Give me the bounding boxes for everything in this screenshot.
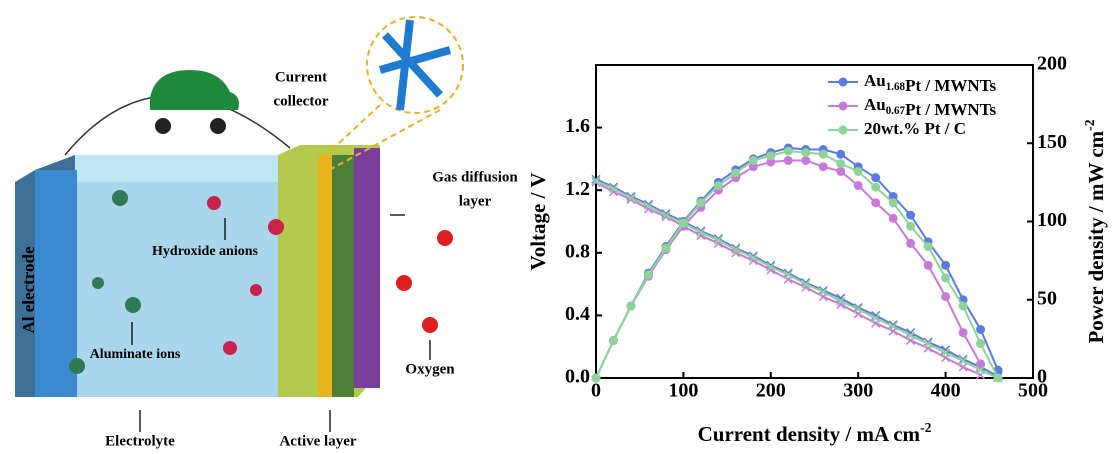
legend-label: Au1.68Pt / MWNTs <box>864 71 996 95</box>
power-marker <box>749 156 758 165</box>
power-marker <box>924 242 933 251</box>
power-marker <box>679 219 688 228</box>
x-tick-label: 200 <box>756 380 786 402</box>
y-tick-label: 1.6 <box>565 115 590 137</box>
cell-diagram: Current collector Gas diffusion layer Hy… <box>15 17 518 449</box>
power-marker <box>766 151 775 160</box>
power-marker <box>906 239 915 248</box>
power-marker <box>976 325 985 334</box>
power-marker <box>871 198 880 207</box>
power-marker <box>836 150 845 159</box>
power-marker <box>819 162 828 171</box>
y-tick-label: 0.8 <box>565 240 590 262</box>
legend-label: Au0.67Pt / MWNTs <box>864 95 996 119</box>
power-marker <box>889 198 898 207</box>
y2-tick-label: 50 <box>1037 287 1057 309</box>
power-marker <box>941 292 950 301</box>
power-marker <box>871 173 880 182</box>
power-marker <box>836 167 845 176</box>
label: Electrolyte <box>105 433 175 449</box>
y2-tick-label: 100 <box>1037 209 1067 231</box>
power-marker <box>836 159 845 168</box>
y2-tick-label: 200 <box>1037 53 1067 75</box>
power-marker <box>889 214 898 223</box>
ion <box>112 190 128 206</box>
power-marker <box>854 181 863 190</box>
y-tick-label: 1.2 <box>565 178 590 200</box>
power-marker <box>906 211 915 220</box>
x-axis-label: Current density / mA cm-2 <box>698 420 932 446</box>
oxygen-molecule <box>422 317 438 333</box>
power-marker <box>696 198 705 207</box>
page: Current collector Gas diffusion layer Hy… <box>0 0 1117 454</box>
gas-diffusion-layer <box>354 148 380 388</box>
y2-tick-label: 150 <box>1037 131 1067 153</box>
power-marker <box>959 302 968 311</box>
ion <box>223 341 237 355</box>
power-marker <box>731 168 740 177</box>
voltage-line <box>596 181 998 378</box>
label: collector <box>274 93 329 109</box>
ion <box>250 284 262 296</box>
power-marker <box>871 183 880 192</box>
ion <box>207 196 221 210</box>
power-marker <box>626 302 635 311</box>
y2-tick-label: 0 <box>1037 366 1047 388</box>
y-tick-label: 0.4 <box>565 303 590 325</box>
x-tick-label: 0 <box>591 380 601 402</box>
power-marker <box>854 167 863 176</box>
power-marker <box>801 156 810 165</box>
legend-marker <box>839 126 848 135</box>
legend-marker <box>839 102 848 111</box>
label: Oxygen <box>405 361 455 377</box>
current-collector <box>318 155 332 397</box>
label: Hydroxide anions <box>152 244 258 259</box>
power-marker <box>592 374 601 383</box>
power-marker <box>644 270 653 279</box>
x-tick-label: 400 <box>931 380 961 402</box>
car-wheel <box>155 118 171 134</box>
label: layer <box>459 193 492 209</box>
power-marker <box>714 181 723 190</box>
ion <box>92 277 104 289</box>
label: Active layer <box>279 433 356 449</box>
car-wheel <box>210 118 226 134</box>
y-axis-label: Voltage / V <box>526 172 550 270</box>
ion <box>268 219 284 235</box>
label: Gas diffusion <box>432 169 518 185</box>
power-marker <box>994 374 1003 383</box>
power-marker <box>801 148 810 157</box>
x-tick-label: 100 <box>668 380 698 402</box>
power-marker <box>784 147 793 156</box>
y2-axis-label: Power density / mW cm-2 <box>1082 119 1108 343</box>
car <box>150 70 239 110</box>
label: Aluminate ions <box>90 347 181 362</box>
ion <box>125 297 141 313</box>
power-marker <box>819 150 828 159</box>
label: Current <box>275 69 327 85</box>
y-tick-label: 0.0 <box>565 366 590 388</box>
figure: Current collector Gas diffusion layer Hy… <box>0 0 1117 454</box>
power-line <box>596 151 998 378</box>
power-marker <box>976 339 985 348</box>
power-marker <box>941 273 950 282</box>
oxygen-molecule <box>396 275 412 291</box>
chart: 01002003004005000.00.40.81.21.6050100150… <box>526 53 1108 446</box>
x-tick-label: 300 <box>843 380 873 402</box>
power-marker <box>959 328 968 337</box>
green-layer <box>332 155 354 397</box>
power-marker <box>941 261 950 270</box>
oxygen-molecule <box>437 230 453 246</box>
label: Al electrode <box>19 246 38 333</box>
legend-marker <box>839 78 848 87</box>
legend-label: 20wt.% Pt / C <box>864 119 966 138</box>
voltage-line <box>596 179 998 376</box>
power-marker <box>924 261 933 270</box>
power-marker <box>784 156 793 165</box>
power-marker <box>609 336 618 345</box>
power-marker <box>661 244 670 253</box>
power-marker <box>906 222 915 231</box>
ion <box>69 358 85 374</box>
